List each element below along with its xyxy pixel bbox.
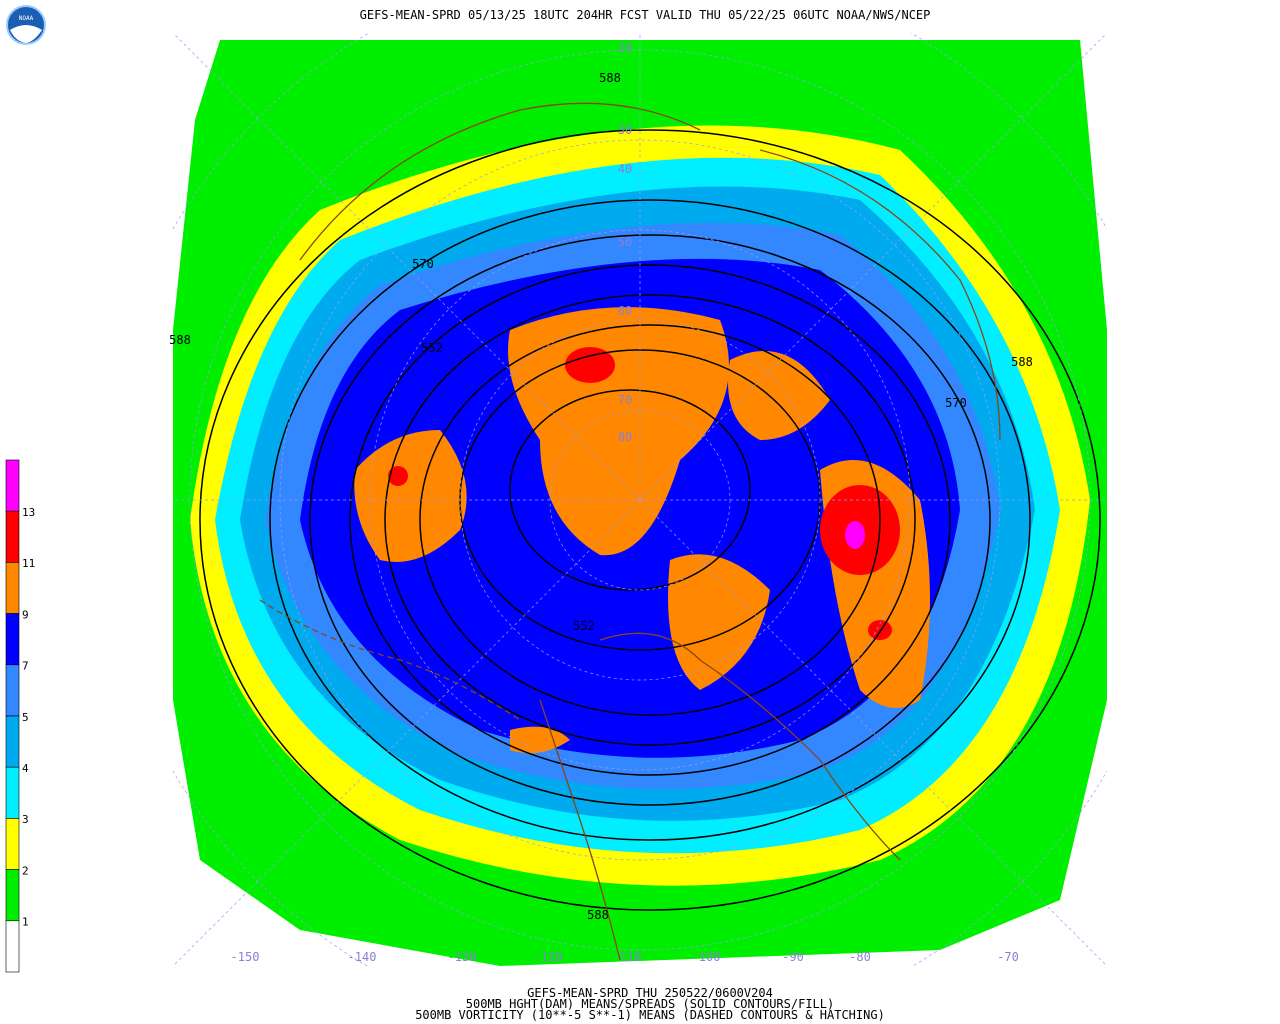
- legend-label: 13: [22, 506, 35, 519]
- contour-label: 588: [587, 908, 609, 922]
- longitude-label: -90: [782, 950, 804, 964]
- contour-label: 552: [573, 619, 595, 633]
- latitude-label: 80: [618, 430, 632, 444]
- longitude-label: -130: [448, 950, 477, 964]
- legend: 13 11 9 7 5 4 3 2 1: [5, 459, 35, 973]
- longitude-label: -120: [534, 950, 563, 964]
- legend-label: 4: [22, 762, 29, 775]
- longitude-label: -140: [348, 950, 377, 964]
- longitude-label: -100: [692, 950, 721, 964]
- logo: NOAA: [6, 5, 46, 45]
- footer-line: 500MB HGHT(DAM) MEANS/SPREADS (SOLID CON…: [466, 997, 834, 1011]
- legend-label: 7: [22, 660, 29, 673]
- footer: GEFS-MEAN-SPRD THU 250522/0600V204500MB …: [415, 986, 885, 1022]
- legend-label: 9: [22, 608, 29, 621]
- footer-line: 500MB VORTICITY (10**-5 S**-1) MEANS (DA…: [415, 1008, 885, 1022]
- title: GEFS-MEAN-SPRD 05/13/25 18UTC 204HR FCST…: [360, 8, 931, 22]
- legend-swatch: [5, 766, 20, 819]
- contour-label: 588: [1011, 355, 1033, 369]
- longitude-label: -80: [849, 950, 871, 964]
- logo-text: NOAA: [19, 15, 34, 22]
- legend-swatch: [5, 510, 20, 563]
- latitude-label: 30: [618, 123, 632, 137]
- map-labels: 588 570 552 588 588 570 552 588 20 30 40 50 60 70 80 -1…: [169, 41, 1033, 964]
- latitude-label: 20: [618, 41, 632, 55]
- footer-line: GEFS-MEAN-SPRD THU 250522/0600V204: [527, 986, 773, 1000]
- legend-label: 5: [22, 711, 29, 724]
- contour-label: 552: [421, 341, 443, 355]
- contour-label: 570: [412, 257, 434, 271]
- legend-label: 1: [22, 916, 29, 929]
- legend-swatch: [5, 818, 20, 870]
- contour-label: 588: [599, 71, 621, 85]
- legend-swatch: [5, 664, 20, 717]
- longitude-label: -70: [997, 950, 1019, 964]
- longitude-label: -110: [613, 950, 642, 964]
- longitude-label: -150: [231, 950, 260, 964]
- latitude-label: 70: [618, 393, 632, 407]
- latitude-label: 40: [618, 162, 632, 176]
- legend-swatch: [5, 613, 20, 666]
- legend-swatch: [5, 920, 20, 973]
- legend-swatch: [5, 715, 20, 768]
- map: [173, 33, 1107, 966]
- legend-swatch: [5, 459, 20, 512]
- legend-swatch: [5, 562, 20, 614]
- contour-label: 570: [945, 396, 967, 410]
- legend-label: 2: [22, 864, 29, 877]
- latitude-label: 60: [618, 304, 632, 318]
- latitude-label: 50: [618, 235, 632, 249]
- legend-swatch: [5, 869, 20, 922]
- legend-label: 3: [22, 813, 29, 826]
- legend-label: 11: [22, 557, 35, 570]
- contour-label: 588: [169, 333, 191, 347]
